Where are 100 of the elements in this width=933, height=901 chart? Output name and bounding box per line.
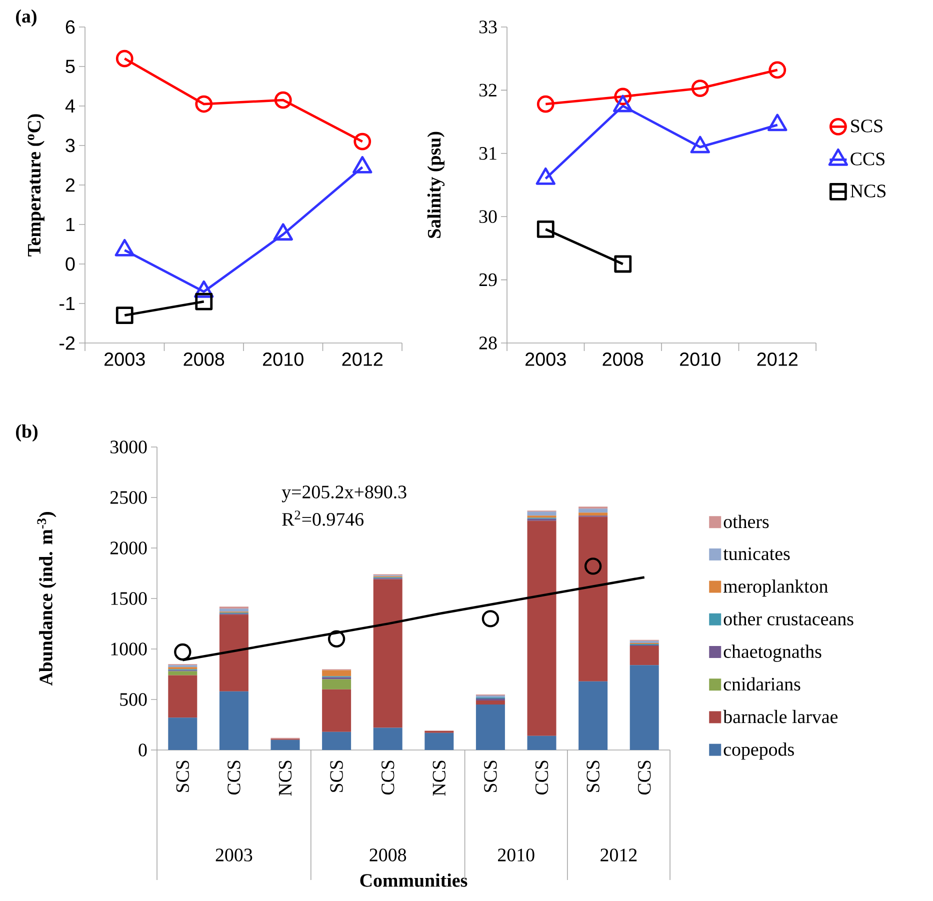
legend-label: tunicates (723, 547, 790, 560)
legend-label: cnidarians (724, 677, 800, 691)
x-tick-label: CCS (228, 760, 240, 795)
point (328, 630, 346, 648)
point (273, 223, 293, 241)
x-tick-label: 2008 (184, 352, 224, 366)
bar (578, 516, 608, 682)
x-tick-label: SCS (330, 760, 343, 792)
point (274, 91, 292, 109)
y-tick-label: 2000 (110, 542, 147, 554)
x-tick-label: NCS (432, 760, 446, 796)
chart-title: (b) (16, 424, 38, 442)
point (584, 558, 602, 575)
bar (168, 675, 198, 718)
x-tick-label: 2003 (104, 352, 145, 366)
bar (373, 728, 402, 750)
y-tick-label: 28 (479, 336, 497, 350)
bar (578, 681, 608, 750)
legend-label: other crustaceans (724, 612, 854, 626)
x-tick-label: SCS (484, 760, 497, 792)
y-tick-label: 3000 (110, 440, 147, 454)
bar (476, 698, 505, 701)
x-tick-label: 2008 (602, 352, 644, 366)
y-tick-label: -2 (59, 336, 75, 350)
x-tick-label: CCS (638, 760, 651, 795)
x-tick-label: SCS (176, 760, 190, 792)
point (614, 88, 632, 106)
x-tick-label: SCS (586, 760, 600, 792)
y-tick-label: 31 (479, 147, 496, 160)
bar (219, 614, 248, 692)
y-axis-title: Salinity (psu) (427, 132, 445, 238)
point (482, 610, 500, 628)
bar (476, 700, 505, 705)
bar (322, 732, 352, 750)
y-axis-title: Temperature ($^{o}$C) (27, 114, 44, 256)
x-tick-label: NCS (278, 760, 292, 796)
y-tick-label: 32 (479, 84, 496, 97)
y-tick-label: 1500 (111, 592, 147, 605)
legend-label: barnacle larvae (723, 710, 838, 724)
legend-label: CCS (850, 152, 884, 166)
text: 2003 (216, 848, 252, 862)
y-tick-label: 30 (479, 210, 497, 223)
y-tick-label: 33 (479, 20, 497, 34)
point (114, 238, 134, 256)
y-tick-label: 1 (66, 218, 75, 232)
y-tick-label: 5 (66, 60, 75, 74)
legend-label: chaetognaths (724, 644, 822, 662)
point (174, 643, 192, 661)
legend-label: others (724, 514, 769, 528)
bar (476, 704, 505, 750)
bar (424, 732, 454, 750)
point (691, 80, 709, 97)
point (614, 255, 632, 273)
legend-label: meroplankton (723, 579, 828, 597)
annotation: y=205.2x+890.3 (282, 486, 406, 502)
bar (322, 670, 352, 676)
y-tick-label: 6 (66, 20, 75, 34)
bar (168, 718, 198, 750)
bar (527, 512, 556, 516)
text: 2008 (370, 848, 406, 862)
y-tick-label: 2500 (110, 491, 147, 504)
y-tick-label: 0 (66, 257, 75, 271)
y-tick-label: 3 (66, 138, 75, 152)
x-tick-label: 2010 (263, 352, 304, 366)
bar (578, 512, 608, 516)
bar (630, 665, 659, 750)
bar (168, 671, 198, 676)
x-axis-title: Communities (360, 874, 468, 887)
bar (578, 508, 608, 513)
chart-title: (a) (16, 9, 36, 27)
y-tick-label: 1000 (111, 642, 147, 656)
text: 2012 (600, 848, 637, 862)
y-axis-title: Abundance (ind. m$^{-3}$) (37, 512, 56, 686)
y-tick-label: -1 (59, 296, 75, 310)
y-tick-label: 4 (65, 99, 75, 113)
x-tick-label: CCS (381, 760, 394, 795)
x-tick-label: 2012 (342, 352, 382, 366)
y-tick-label: 500 (120, 693, 147, 706)
point (536, 220, 554, 238)
y-tick-label: 2 (66, 178, 75, 192)
point (116, 50, 134, 68)
bar (373, 579, 402, 728)
bar (219, 691, 248, 750)
legend-label: NCS (850, 184, 886, 198)
legend-label: copepods (724, 742, 794, 760)
annotation: R$^{2}$=0.9746 (282, 510, 364, 526)
bar (630, 646, 659, 666)
text: 2010 (498, 848, 534, 862)
x-tick-label: 2003 (526, 352, 566, 366)
point (536, 95, 554, 113)
bar (322, 679, 352, 690)
point (195, 95, 213, 113)
y-tick-label: 29 (479, 273, 497, 286)
x-tick-label: CCS (535, 760, 548, 795)
bar (527, 736, 556, 750)
bar (270, 740, 300, 750)
legend-label: SCS (851, 120, 882, 132)
point (352, 156, 372, 174)
point (354, 132, 372, 150)
point (194, 280, 214, 298)
